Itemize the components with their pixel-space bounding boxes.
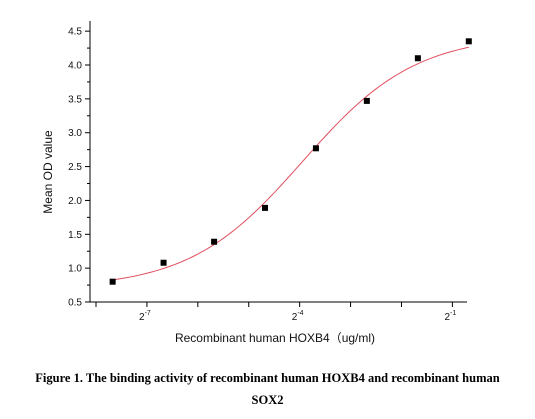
y-tick-label: 4.0 [68, 61, 82, 72]
y-tick-label: 3.0 [68, 128, 82, 139]
x-axis-title: Recombinant human HOXB4（ug/ml) [175, 331, 375, 345]
data-point [363, 97, 370, 104]
caption-line-2: SOX2 [251, 393, 284, 407]
figure-caption: Figure 1. The binding activity of recomb… [0, 367, 535, 411]
y-tick-label: 3.5 [68, 94, 82, 105]
axes: 0.5 1.0 1.5 2.0 2.5 3.0 3.5 4.0 4.5 2-7 2-4 2-1 [68, 21, 467, 323]
caption-line-1: Figure 1. The binding activity of recomb… [35, 371, 500, 385]
y-tick-label: 2.0 [68, 196, 82, 207]
data-point [109, 278, 116, 285]
data-point [160, 259, 167, 266]
y-axis-title: Mean OD value [41, 130, 55, 214]
y-tick-label: 0.5 [68, 298, 82, 309]
data-point [312, 145, 319, 152]
x-tick-label: 2-1 [444, 310, 456, 323]
y-tick-label: 4.5 [68, 27, 82, 38]
x-tick-label: 2-7 [139, 310, 151, 323]
data-points [109, 38, 472, 285]
fit-curve [112, 46, 469, 281]
y-tick-label: 2.5 [68, 162, 82, 173]
data-point [211, 238, 218, 245]
fit-curve-layer [112, 46, 469, 281]
data-point [414, 55, 421, 62]
data-point [465, 38, 472, 45]
x-tick-label: 2-4 [292, 310, 304, 323]
y-tick-label: 1.0 [68, 264, 82, 275]
data-point [262, 204, 269, 211]
y-tick-label: 1.5 [68, 230, 82, 241]
binding-activity-chart: 0.5 1.0 1.5 2.0 2.5 3.0 3.5 4.0 4.5 2-7 2-4 2-1 Rec… [41, 21, 472, 345]
